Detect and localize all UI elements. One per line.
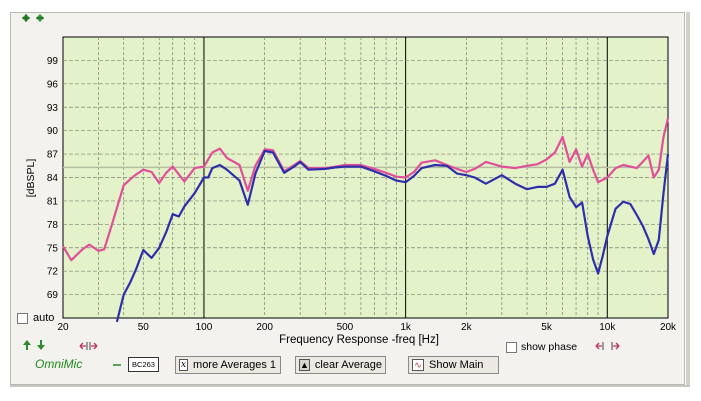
series-line-2 [115,149,670,323]
clear-average-label: clear Average [314,359,382,371]
y-tick-label: 96 [47,79,59,90]
show-phase-label: show phase [521,341,578,353]
y-tick-label: 81 [47,196,59,207]
y-tick-label: 75 [47,243,59,254]
y-tick-label: 78 [47,220,59,231]
x-tick-label: 500 [337,322,354,333]
mic-id-badge-text: BC263 [132,360,155,369]
x-tick-label: 20 [57,322,69,333]
pan-down-icon[interactable] [37,340,45,350]
x-zoom-out-left-icon[interactable] [595,342,604,350]
y-tick-label: 93 [47,103,59,114]
x-zoom-in-right-icon[interactable] [89,342,98,350]
x-tick-labels: 20 50 100 200 500 1k 2k 5k 10k 20k [57,322,677,333]
x-tick-label: 50 [138,322,150,333]
x-axis-label: Frequency Response -freq [Hz] [279,334,439,346]
grid [63,37,668,318]
y-tick-label: 90 [47,126,59,137]
x-zoom-out-right-icon[interactable] [611,342,620,350]
clear-average-button[interactable]: ▲ clear Average [295,356,386,374]
show-main-button[interactable]: ∿ Show Main [408,356,499,374]
x-tick-label: 200 [256,322,273,333]
mic-id-badge: BC263 [128,357,159,372]
y-tick-label: 69 [47,290,59,301]
auto-checkbox[interactable] [17,313,28,324]
x-tick-label: 20k [660,322,677,333]
x-zoom-in-left-icon[interactable] [79,342,88,350]
pan-up-icon[interactable] [23,340,31,350]
y-zoom-out-icon[interactable] [36,14,44,22]
x-tick-label: 100 [196,322,213,333]
x-tick-label: 2k [461,322,473,333]
y-tick-label: 99 [47,56,59,67]
omnimic-label: OmniMic [35,357,83,371]
y-tick-labels: 69 72 75 78 81 84 87 90 93 96 99 [47,56,59,301]
y-tick-label: 84 [47,173,59,184]
x-tick-label: 1k [400,322,412,333]
more-averages-button[interactable]: x more Averages 1 [175,356,281,374]
x-tick-label: 10k [599,322,616,333]
series-group [62,117,670,323]
window-edge [686,12,690,385]
clear-graph-icon: ▲ [299,359,310,371]
more-averages-label: more Averages 1 [193,359,276,371]
x-tick-label: 5k [541,322,553,333]
show-main-label: Show Main [429,359,484,371]
series-line-1 [62,117,670,262]
y-tick-label: 87 [47,150,59,161]
y-axis-label: [dBSPL] [25,159,37,198]
sum-icon: x [179,359,189,371]
y-zoom-in-icon[interactable] [22,14,30,22]
trace-graph-icon: ∿ [412,359,424,371]
show-phase-checkbox[interactable] [506,342,517,353]
window-bottom-edge [10,385,690,387]
auto-label: auto [33,312,55,324]
y-tick-label: 72 [47,267,59,278]
